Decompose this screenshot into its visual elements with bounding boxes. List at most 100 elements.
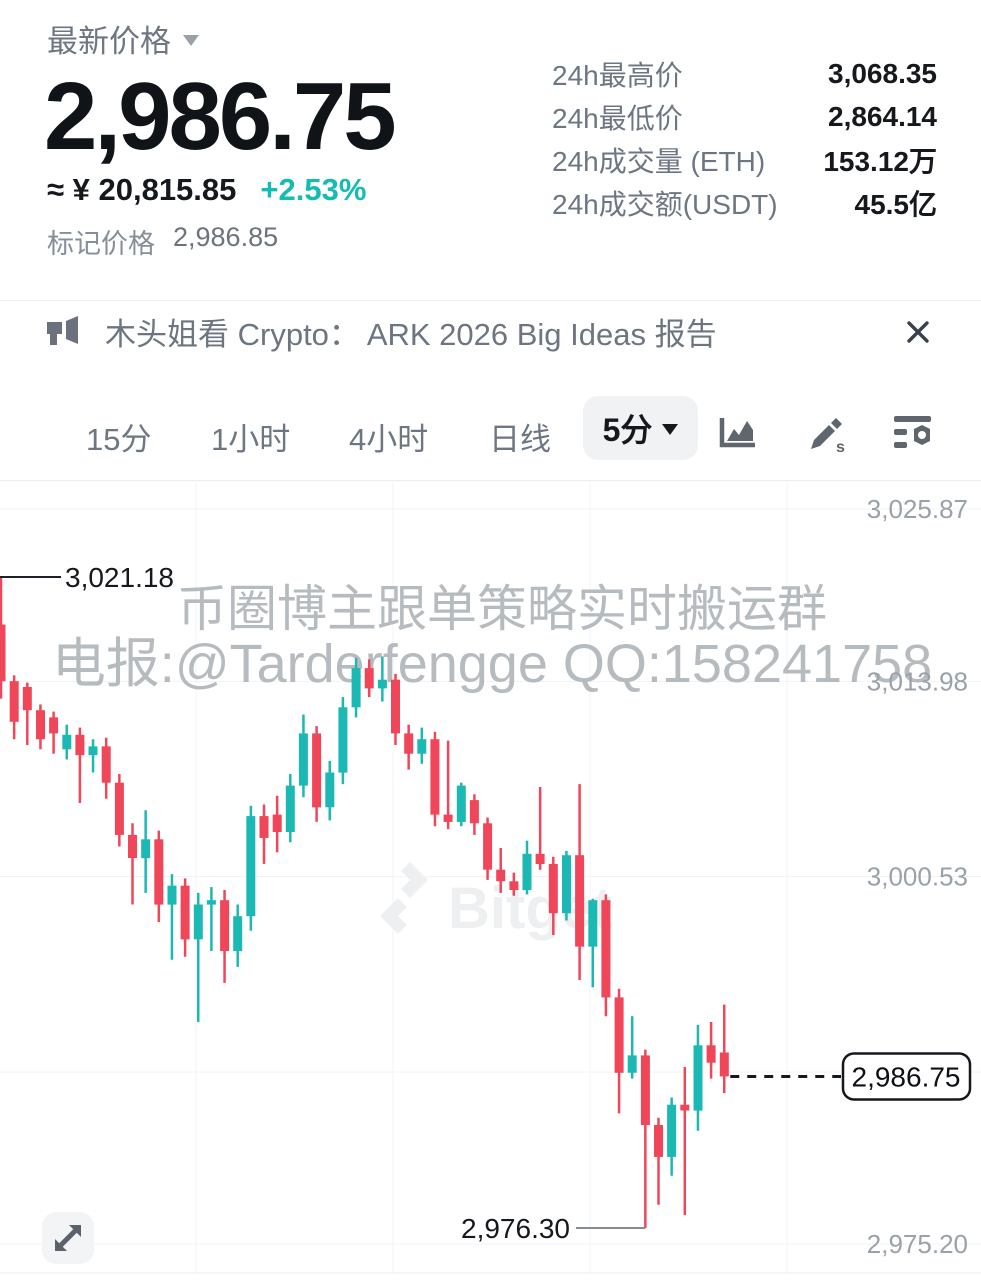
candle-body (548, 863, 558, 914)
interval-toolbar (0, 362, 981, 481)
candle-body (128, 834, 137, 859)
tab-interval-1h[interactable]: 1小时 (211, 422, 291, 457)
svg-text:s: s (836, 439, 845, 456)
candle-body (680, 1104, 690, 1111)
chart-style-icon[interactable] (714, 408, 762, 456)
candle-body (49, 717, 59, 734)
candle-body (627, 1055, 637, 1073)
candle-body (62, 734, 72, 750)
candle-body (706, 1045, 716, 1063)
mark-price-row: 标记价格 2,986.85 (47, 222, 278, 261)
candle-body (719, 1052, 729, 1077)
candle-body (101, 746, 111, 783)
price-axis-label: 2,975.20 (867, 1229, 968, 1259)
stats-panel: 24h最高价 3,068.35 24h最低价 2,864.14 24h成交量 (… (552, 52, 937, 224)
candle-body (75, 734, 85, 756)
candle-body (443, 814, 453, 822)
stat-row: 24h成交量 (ETH) 153.12万 (552, 138, 937, 181)
candle-body (377, 679, 387, 689)
current-price-box (841, 1052, 972, 1101)
draw-tools-icon[interactable]: s (802, 408, 850, 456)
candle-body (141, 839, 151, 859)
stat-row: 24h成交额(USDT) 45.5亿 (552, 181, 937, 224)
stat-label: 24h最低价 (552, 102, 683, 134)
candle-body (338, 707, 348, 773)
stat-value: 2,864.14 (828, 100, 937, 132)
fiat-price: ≈ ¥ 20,815.85 (47, 172, 237, 207)
chevron-down-icon (183, 35, 199, 46)
candle-body (246, 816, 256, 917)
candle-body (0, 624, 6, 682)
stat-row: 24h最高价 3,068.35 (552, 52, 937, 95)
candle-body (575, 855, 585, 947)
candle-body (193, 904, 203, 940)
candle-body (220, 900, 230, 951)
stat-value: 153.12万 (823, 145, 937, 177)
chart-area: Bitget 币圈博主跟单策略实时搬运群 电报:@Tarderfengge QQ:1… (0, 480, 981, 1280)
candle-body (456, 785, 466, 822)
candle-body (391, 679, 400, 734)
candle-body (693, 1045, 703, 1111)
close-icon[interactable] (903, 317, 933, 347)
candle-body (180, 885, 190, 940)
stat-value: 3,068.35 (828, 57, 937, 89)
candle-body (469, 800, 479, 824)
megaphone-icon (47, 315, 78, 345)
candle-body (522, 853, 532, 891)
candle-body (285, 785, 295, 832)
chevron-down-icon (662, 424, 679, 435)
session-low-label: 2,976.30 (461, 1213, 570, 1244)
watermark-line2: 电报:@Tarderfengge QQ:158241758 (52, 634, 932, 694)
candle-body (114, 782, 124, 835)
candle-body (364, 668, 374, 689)
candle-body (614, 997, 624, 1073)
mark-price-label: 标记价格 (47, 229, 155, 259)
last-price: 2,986.75 (44, 63, 397, 170)
selected-interval-label: 5分 (602, 412, 653, 448)
fiat-row: ≈ ¥ 20,815.85 +2.53% (47, 172, 366, 208)
indicator-settings-icon[interactable] (889, 408, 937, 456)
latest-price-label: 最新价格 (47, 24, 171, 59)
tab-interval-4h[interactable]: 4小时 (349, 422, 429, 457)
candle-body (562, 855, 571, 914)
price-axis-label: 3,000.53 (867, 862, 968, 892)
price-axis-label: 3,013.98 (867, 666, 968, 696)
candle-body (298, 733, 308, 786)
stat-row: 24h最低价 2,864.14 (552, 95, 937, 138)
candle-body (88, 746, 98, 756)
candle-body (272, 814, 282, 832)
candle-body (417, 739, 427, 754)
candle-body (667, 1104, 677, 1157)
candle-body (404, 733, 414, 754)
candle-body (233, 916, 243, 951)
current-price-label: 2,986.75 (852, 1061, 961, 1092)
change-percent: +2.53% (260, 172, 367, 207)
candle-body (588, 900, 598, 947)
watermark-line1: 币圈博主跟单策略实时搬运群 (177, 581, 827, 637)
tab-interval-selected[interactable]: 5分 (583, 396, 698, 460)
stat-label: 24h成交量 (ETH) (552, 145, 766, 177)
candle-body (36, 710, 45, 740)
candle-body (325, 772, 335, 808)
announcement-text: 木头姐看 Crypto： ARK 2026 Big Ideas 报告 (105, 317, 717, 352)
price-axis-label: 3,025.87 (867, 494, 968, 524)
candle-body (640, 1055, 650, 1125)
tab-interval-15m[interactable]: 15分 (86, 422, 152, 457)
candle-body (430, 739, 440, 815)
expand-icon (55, 1225, 81, 1251)
expand-chart-button[interactable] (42, 1212, 94, 1264)
stat-label: 24h最高价 (552, 59, 683, 91)
candle-body (351, 668, 361, 708)
candle-body (535, 853, 545, 864)
candle-body (654, 1125, 663, 1157)
candle-body (22, 687, 32, 711)
candle-body (259, 816, 269, 838)
announcement-banner[interactable]: 木头姐看 Crypto： ARK 2026 Big Ideas 报告 (0, 300, 981, 363)
candle-body (154, 839, 164, 905)
candle-body (601, 900, 611, 998)
candle-body (496, 869, 506, 882)
tab-interval-1d[interactable]: 日线 (489, 422, 551, 457)
price-type-dropdown[interactable]: 最新价格 (47, 16, 199, 61)
